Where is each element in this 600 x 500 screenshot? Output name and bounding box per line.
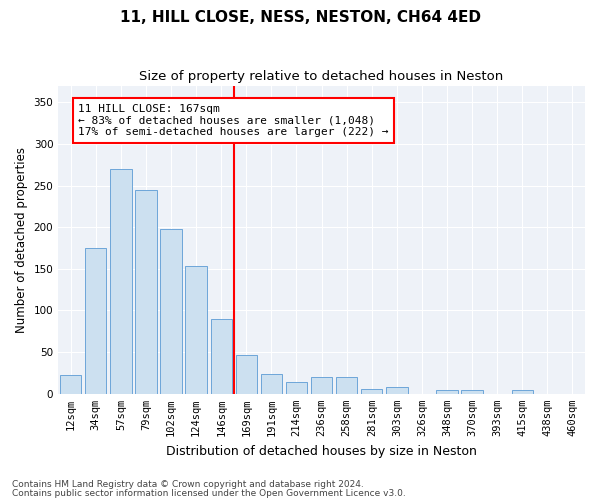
Bar (110, 169, 131, 394)
Title: Size of property relative to detached houses in Neston: Size of property relative to detached ho… (139, 70, 504, 83)
Text: 11, HILL CLOSE, NESS, NESTON, CH64 4ED: 11, HILL CLOSE, NESS, NESTON, CH64 4ED (119, 10, 481, 25)
Bar (136, 190, 157, 394)
Bar (361, 389, 382, 394)
Text: Contains public sector information licensed under the Open Government Licence v3: Contains public sector information licen… (12, 489, 406, 498)
Bar (60, 376, 82, 394)
Bar (311, 377, 332, 394)
Bar (236, 356, 257, 394)
Bar (85, 248, 106, 394)
X-axis label: Distribution of detached houses by size in Neston: Distribution of detached houses by size … (166, 444, 477, 458)
Y-axis label: Number of detached properties: Number of detached properties (15, 146, 28, 332)
Bar (461, 390, 483, 394)
Bar (436, 390, 458, 394)
Bar (211, 319, 232, 394)
Bar (336, 377, 358, 394)
Bar (185, 266, 207, 394)
Bar (160, 229, 182, 394)
Bar (261, 374, 282, 394)
Bar (386, 387, 407, 394)
Text: Contains HM Land Registry data © Crown copyright and database right 2024.: Contains HM Land Registry data © Crown c… (12, 480, 364, 489)
Bar (286, 382, 307, 394)
Bar (512, 390, 533, 394)
Text: 11 HILL CLOSE: 167sqm
← 83% of detached houses are smaller (1,048)
17% of semi-d: 11 HILL CLOSE: 167sqm ← 83% of detached … (78, 104, 389, 137)
